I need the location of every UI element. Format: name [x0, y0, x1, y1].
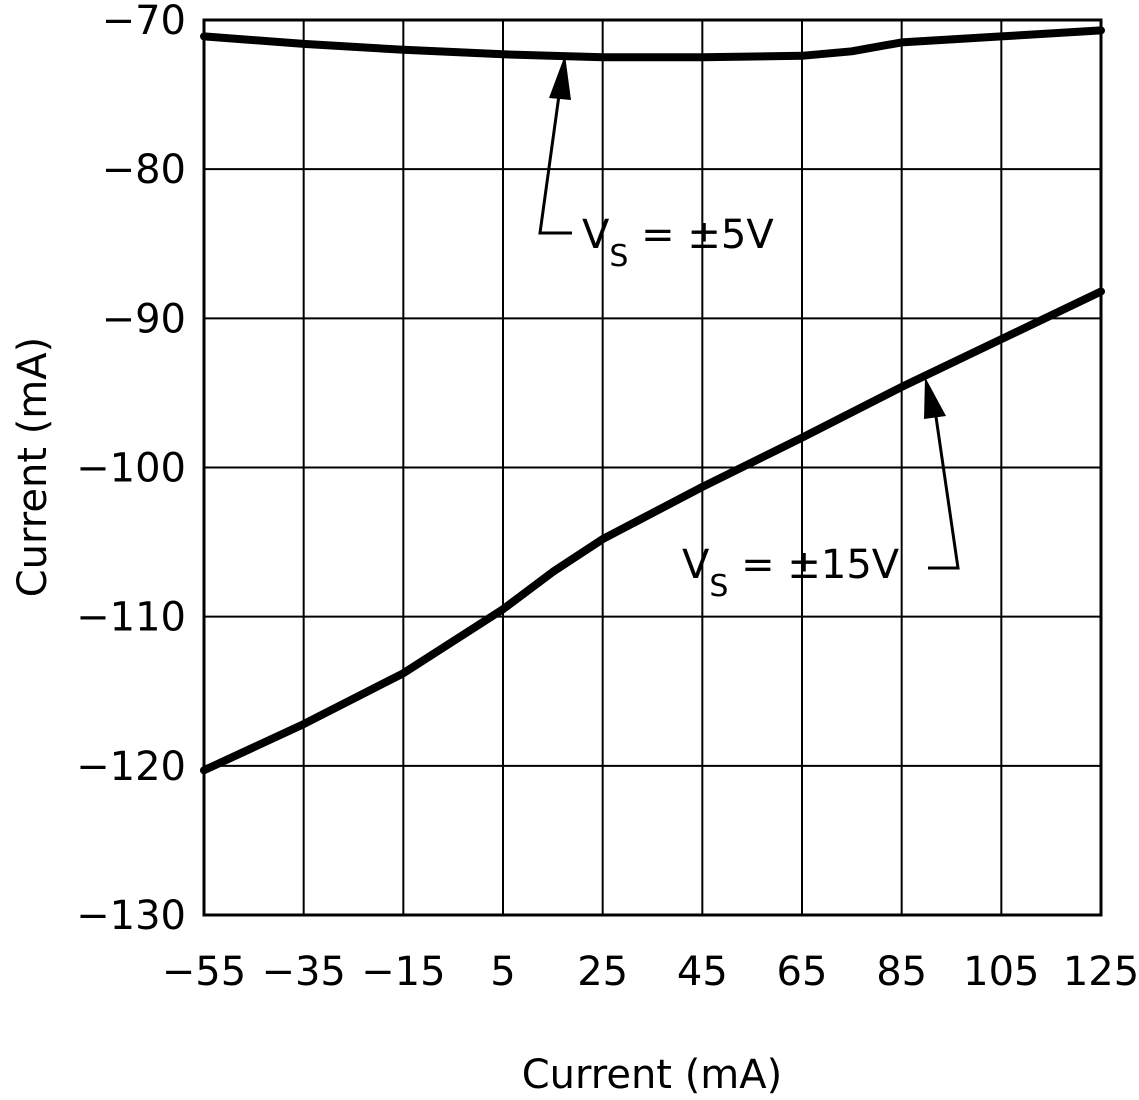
grid-lines [203, 19, 1102, 916]
x-tick-label: 65 [777, 949, 828, 995]
y-tick-label: −80 [102, 147, 186, 193]
y-tick-label: −100 [76, 446, 186, 492]
tick-labels: −55 −35 −15 5 25 45 65 85 105 125 −70 −80 −90 −100 −11… [76, 0, 1139, 995]
x-tick-label: 5 [490, 949, 515, 995]
x-axis-title: Current (mA) [522, 1052, 783, 1098]
annotation-5v-label: VS = ±5V [582, 212, 774, 274]
y-tick-label: −110 [76, 595, 186, 641]
y-tick-label: −70 [102, 0, 186, 44]
x-tick-label: −55 [162, 949, 246, 995]
x-tick-label: 85 [876, 949, 927, 995]
x-tick-label: 25 [577, 949, 628, 995]
annotation-5v-leader [538, 55, 572, 235]
annotation-15v-label: VS = ±15V [682, 542, 900, 604]
x-tick-label: −15 [361, 949, 445, 995]
x-tick-label: 105 [963, 949, 1039, 995]
y-tick-label: −90 [102, 296, 186, 342]
series-line-1 [200, 287, 1105, 775]
y-axis-title: Current (mA) [10, 337, 56, 598]
plot-frame [202, 18, 1103, 917]
y-tick-label: −120 [76, 744, 186, 790]
series-line-0 [200, 26, 1105, 62]
arrowhead-5v [549, 55, 571, 100]
series-group [200, 26, 1105, 775]
annotation-15v-leader [924, 377, 960, 570]
x-tick-label: 125 [1063, 949, 1139, 995]
arrowhead-15v [924, 377, 946, 419]
x-tick-label: 45 [677, 949, 728, 995]
y-tick-label: −130 [76, 893, 186, 939]
x-tick-label: −35 [261, 949, 345, 995]
